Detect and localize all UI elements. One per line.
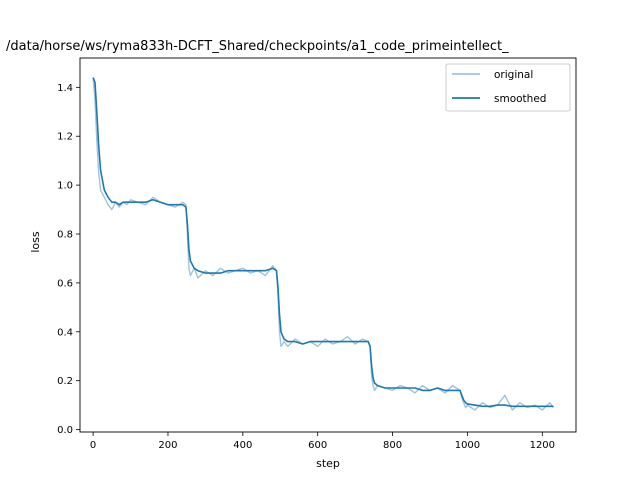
x-tick-label: 1000 <box>455 440 480 451</box>
x-tick-label: 0 <box>90 440 96 451</box>
chart-title: /data/horse/ws/ryma833h-DCFT_Shared/chec… <box>6 39 509 54</box>
legend-box <box>445 63 571 112</box>
y-tick-label: 1.0 <box>57 181 73 192</box>
y-tick-label: 0.0 <box>57 425 73 436</box>
series-line-smoothed <box>92 77 554 408</box>
y-tick-label: 1.4 <box>57 83 73 94</box>
x-tick-label: 1200 <box>530 440 555 451</box>
x-tick-label: 600 <box>308 440 327 451</box>
y-tick-label: 0.6 <box>57 278 73 289</box>
y-tick-label: 0.2 <box>57 376 73 387</box>
legend-label-original: original <box>494 69 533 81</box>
plot-area: 0 200 400 600 800 1000 1200 0.0 0.2 0.4 0.6 0.8 1.0 1… <box>57 57 577 451</box>
legend-label-smoothed: smoothed <box>494 93 546 105</box>
legend: original smoothed <box>445 63 571 112</box>
y-tick-label: 1.2 <box>57 132 73 143</box>
x-tick-label: 200 <box>158 440 177 451</box>
y-tick-label: 0.8 <box>57 230 73 241</box>
series-line-original <box>92 77 555 411</box>
x-tick-label: 800 <box>383 440 402 451</box>
y-tick-label: 0.4 <box>57 327 73 338</box>
x-tick-label: 400 <box>233 440 252 451</box>
axes-frame <box>79 57 577 433</box>
y-axis-label: loss <box>29 231 42 253</box>
x-axis-label: step <box>316 457 340 470</box>
